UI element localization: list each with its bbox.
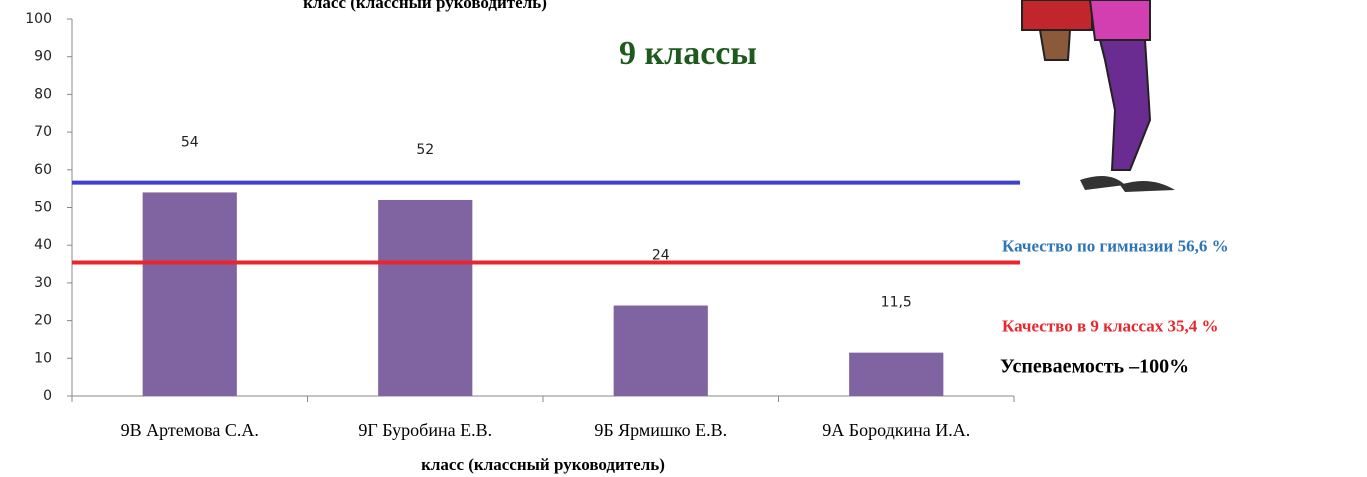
annotation: Успеваемость –100% — [1000, 356, 1189, 378]
y-tick-label: 30 — [34, 275, 52, 291]
y-tick-label: 90 — [34, 49, 52, 65]
y-tick-label: 50 — [34, 200, 52, 216]
value-label: 54 — [181, 134, 199, 150]
header-text: класс (классный руководитель) — [303, 0, 547, 12]
reference-label: Качество по гимназии 56,6 % — [1002, 237, 1229, 256]
chart-title: 9 классы — [619, 35, 757, 72]
bar — [613, 305, 708, 396]
cartoon-figure — [1021, 0, 1175, 192]
value-label: 52 — [416, 142, 434, 158]
x-tick-label: 9Б Ярмишко Е.В. — [594, 420, 727, 440]
y-tick-label: 10 — [34, 350, 52, 366]
x-tick-label: 9В Артемова С.А. — [121, 420, 259, 440]
bar — [142, 192, 237, 396]
y-tick-label: 0 — [43, 388, 52, 404]
value-label: 11,5 — [881, 295, 912, 311]
value-label: 24 — [652, 248, 670, 264]
x-tick-label: 9Г Буробина Е.В. — [358, 420, 492, 440]
y-tick-label: 100 — [25, 11, 52, 27]
y-tick-label: 80 — [34, 86, 52, 102]
bar — [378, 199, 473, 396]
bar — [849, 352, 944, 396]
y-tick-label: 60 — [34, 162, 52, 178]
x-tick-label: 9А Бородкина И.А. — [822, 420, 970, 440]
y-tick-label: 40 — [34, 237, 52, 253]
reference-label: Качество в 9 классах 35,4 % — [1002, 316, 1219, 335]
x-axis-label: класс (классный руководитель) — [421, 455, 665, 474]
y-tick-label: 20 — [34, 313, 52, 329]
y-tick-label: 70 — [34, 124, 52, 140]
